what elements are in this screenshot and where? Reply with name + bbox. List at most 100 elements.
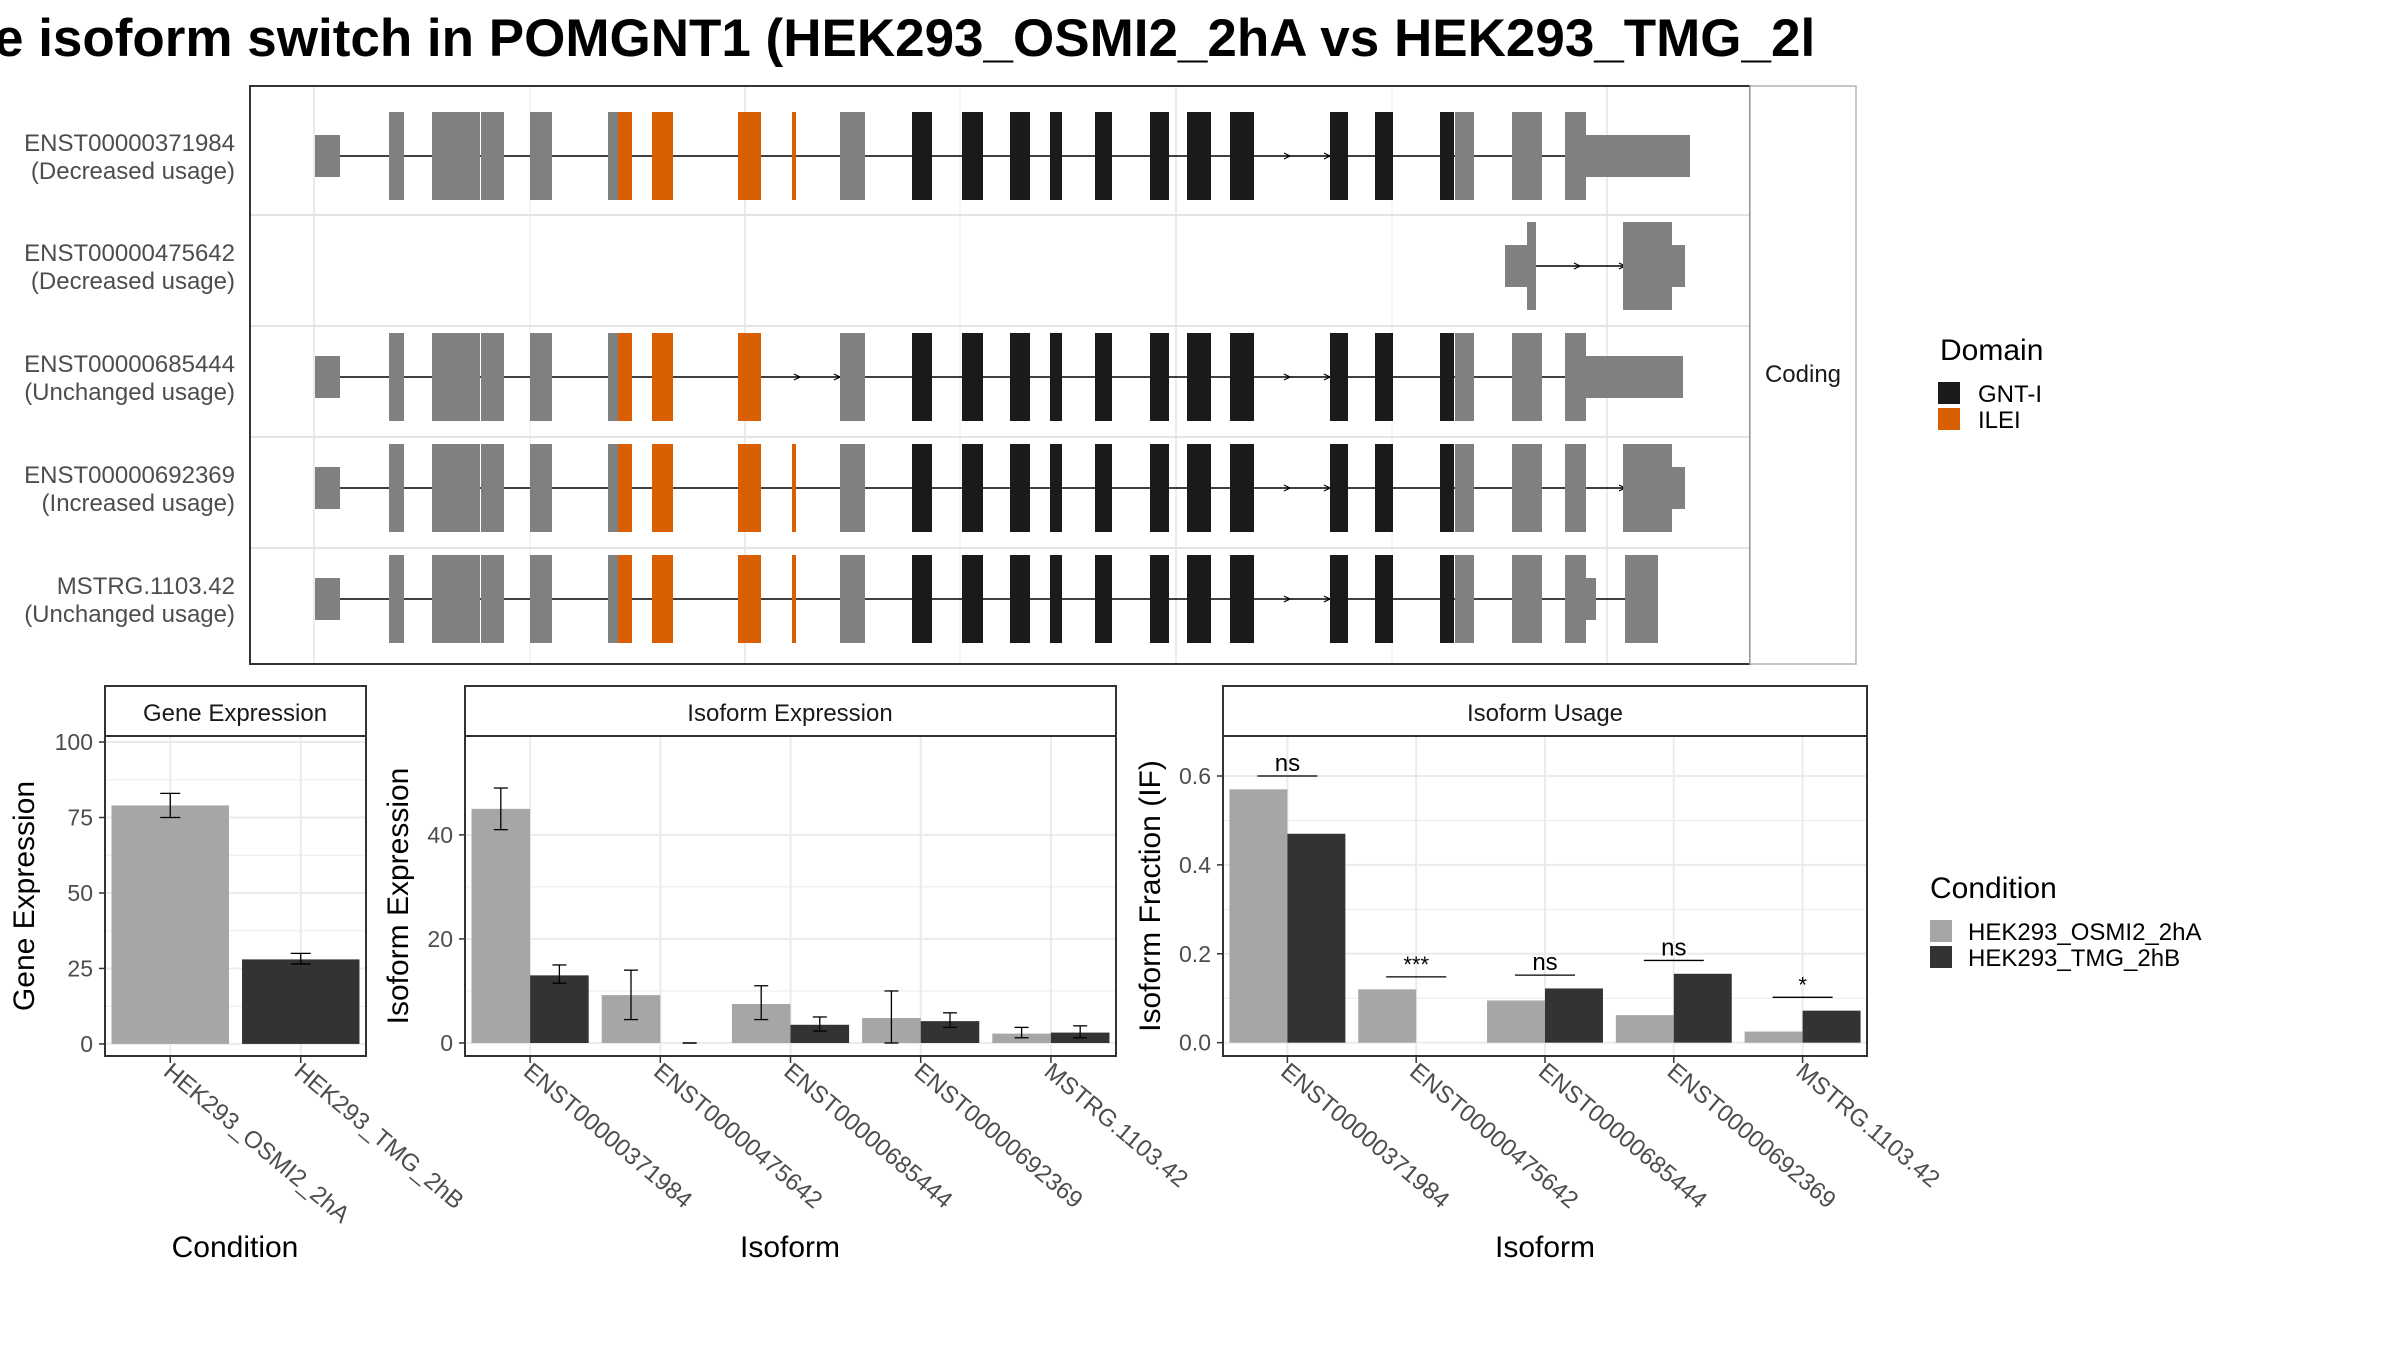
utr-exon: [1586, 578, 1596, 620]
exon-gnt1-domain: [1187, 333, 1211, 421]
transcript-rows: [315, 112, 1690, 643]
coding-exon: [389, 112, 404, 200]
coding-exon: [608, 112, 618, 200]
bar: [790, 1024, 850, 1043]
y-tick-label: 20: [427, 926, 453, 952]
coding-exon: [1455, 112, 1474, 200]
exon-ilei-domain: [738, 112, 761, 200]
coding-exon: [1512, 555, 1542, 643]
exon-gnt1-domain: [1050, 444, 1062, 532]
y-tick-label: 0.6: [1179, 763, 1211, 789]
legend-key-cond-a: [1930, 920, 1952, 942]
utr-exon: [1586, 356, 1683, 398]
transcript-usage-label: (Decreased usage): [31, 268, 235, 295]
exon-gnt1-domain: [912, 112, 932, 200]
exon-gnt1-domain: [1330, 333, 1348, 421]
utr-exon: [315, 135, 340, 177]
bar: [1487, 1000, 1545, 1043]
coding-exon: [530, 112, 552, 200]
transcript-structure-panel: Coding ENST00000371984(Decreased usage)E…: [24, 85, 1857, 665]
legend-label-gnt1: GNT-I: [1978, 381, 2042, 408]
coding-exon: [840, 333, 865, 421]
transcript-row: [315, 112, 1690, 200]
transcript-usage-label: (Unchanged usage): [24, 379, 235, 406]
exon-ilei-domain: [652, 555, 673, 643]
exon-ilei-domain: [792, 444, 796, 532]
bar: [111, 805, 229, 1044]
exon-gnt1-domain: [1187, 112, 1211, 200]
transcript-id-label: ENST00000685444: [24, 351, 235, 378]
legend-label-ilei: ILEI: [1978, 407, 2021, 434]
bar: [1802, 1010, 1861, 1043]
domain-legend-title: Domain: [1940, 334, 2043, 367]
transcript-row: [315, 555, 1658, 643]
bar: [1615, 1015, 1674, 1043]
bar: [1744, 1031, 1803, 1043]
coding-strip-label: Coding: [1765, 361, 1841, 388]
transcript-row: [315, 444, 1685, 532]
exon-gnt1-domain: [1440, 555, 1454, 643]
exon-ilei-domain: [792, 112, 796, 200]
exon-gnt1-domain: [1440, 444, 1454, 532]
coding-exon: [481, 112, 504, 200]
coding-exon: [1455, 333, 1474, 421]
exon-gnt1-domain: [1150, 112, 1169, 200]
exon-gnt1-domain: [1095, 555, 1112, 643]
coding-exon: [432, 333, 480, 421]
y-tick-label: 40: [427, 822, 453, 848]
chart-title: Gene Expression: [143, 700, 327, 727]
strand-arrow: [1573, 262, 1582, 270]
exon-gnt1-domain: [912, 444, 932, 532]
coding-exon: [432, 444, 480, 532]
exon-gnt1-domain: [1187, 555, 1211, 643]
coding-exon: [432, 112, 480, 200]
exon-ilei-domain: [652, 333, 673, 421]
exon-gnt1-domain: [962, 444, 983, 532]
coding-exon: [389, 333, 404, 421]
coding-exon: [1623, 222, 1672, 310]
coding-exon: [389, 444, 404, 532]
utr-exon: [1586, 135, 1690, 177]
exon-gnt1-domain: [1150, 333, 1169, 421]
coding-exon: [1455, 555, 1474, 643]
y-tick-label: 0.4: [1179, 852, 1211, 878]
utr-exon: [315, 356, 340, 398]
bar: [1545, 988, 1603, 1043]
exon-ilei-domain: [738, 555, 761, 643]
legend-key-ilei: [1938, 408, 1960, 430]
coding-exon: [1455, 444, 1474, 532]
exon-gnt1-domain: [1440, 333, 1454, 421]
utr-exon: [1672, 245, 1685, 287]
transcript-id-label: MSTRG.1103.42: [57, 573, 235, 600]
exon-gnt1-domain: [1230, 555, 1254, 643]
y-axis-title: Isoform Fraction (IF): [1134, 760, 1167, 1032]
transcript-row: [315, 333, 1683, 421]
condition-legend-title: Condition: [1930, 872, 2057, 905]
coding-exon: [1565, 444, 1586, 532]
y-tick-label: 25: [67, 955, 93, 981]
coding-exon: [1512, 444, 1542, 532]
exon-gnt1-domain: [1187, 444, 1211, 532]
coding-strip: [1749, 85, 1857, 665]
bar: [1673, 973, 1732, 1043]
exon-gnt1-domain: [962, 555, 983, 643]
y-axis-title: Isoform Expression: [382, 768, 415, 1025]
coding-exon: [1512, 112, 1542, 200]
bar: [1229, 789, 1288, 1043]
exon-gnt1-domain: [1230, 333, 1254, 421]
exon-gnt1-domain: [1050, 333, 1062, 421]
exon-gnt1-domain: [1010, 333, 1030, 421]
exon-ilei-domain: [618, 555, 632, 643]
coding-exon: [608, 333, 618, 421]
exon-ilei-domain: [792, 555, 796, 643]
exon-gnt1-domain: [912, 333, 932, 421]
coding-exon: [1625, 555, 1658, 643]
exon-gnt1-domain: [962, 333, 983, 421]
significance-label: ns: [1661, 934, 1686, 961]
exon-gnt1-domain: [1010, 444, 1030, 532]
transcript-id-label: ENST00000692369: [24, 462, 235, 489]
bar: [920, 1021, 980, 1043]
strand-arrow: [1283, 595, 1292, 603]
utr-exon: [1505, 245, 1527, 287]
